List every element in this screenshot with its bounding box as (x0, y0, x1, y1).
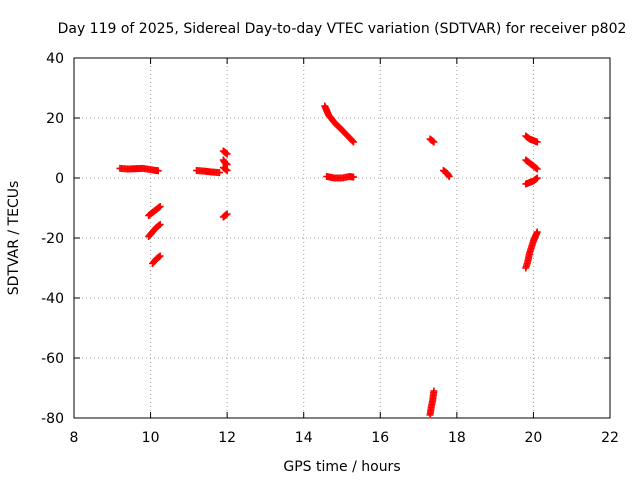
y-tick-label: -60 (41, 351, 64, 367)
data-point (156, 203, 164, 210)
y-tick-label: 20 (46, 111, 64, 127)
x-tick-label: 16 (371, 430, 389, 446)
data-point (430, 387, 438, 395)
data-point (533, 228, 541, 236)
chart-title: Day 119 of 2025, Sidereal Day-to-day VTE… (58, 21, 627, 37)
data-point (223, 210, 231, 218)
data-points (116, 102, 541, 419)
data-point (533, 174, 541, 182)
y-axis-label: SDTVAR / TECUs (6, 181, 22, 296)
data-point (223, 167, 231, 174)
data-point (223, 161, 231, 168)
y-tick-label: -80 (41, 411, 64, 427)
data-point (445, 173, 453, 180)
data-point (349, 138, 357, 146)
x-tick-label: 12 (218, 430, 236, 446)
y-tick-label: 40 (46, 51, 64, 67)
data-point (430, 138, 438, 146)
y-tick-label: -20 (41, 231, 64, 247)
y-tick-label: 0 (55, 171, 64, 187)
x-tick-label: 14 (295, 430, 313, 446)
x-tick-label: 20 (525, 430, 543, 446)
data-point (349, 137, 357, 145)
x-tick-label: 22 (601, 430, 619, 446)
data-point (154, 167, 162, 175)
grid-lines (74, 58, 610, 418)
x-tick-label: 18 (448, 430, 466, 446)
y-tick-label: -40 (41, 291, 64, 307)
data-point (223, 150, 231, 158)
data-point (533, 165, 541, 173)
x-tick-label: 8 (70, 430, 79, 446)
x-axis-label: GPS time / hours (283, 459, 400, 475)
data-point (156, 252, 164, 260)
data-point (215, 169, 223, 177)
data-point (533, 138, 541, 146)
axis-ticks: 8 10 12 14 16 18 20 22 -80 -60 -40 -20 0 20 40 (41, 51, 619, 446)
data-point (349, 173, 357, 181)
x-tick-label: 10 (142, 430, 160, 446)
data-point (156, 221, 164, 228)
